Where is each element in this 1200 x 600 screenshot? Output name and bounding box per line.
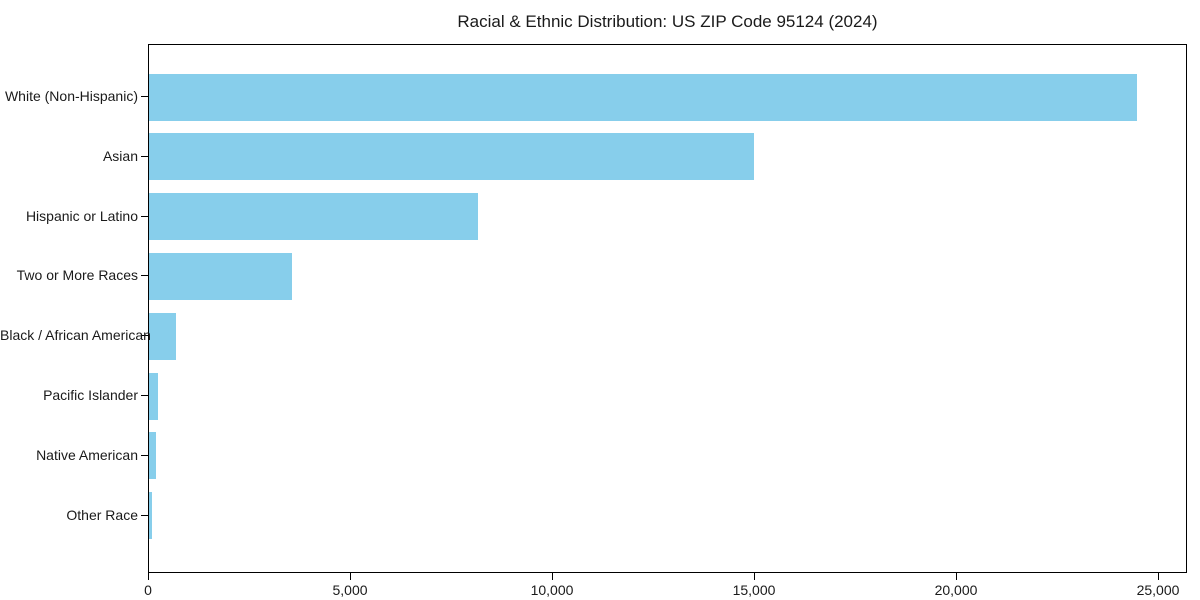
y-tick-mark xyxy=(141,454,148,456)
x-tick-mark xyxy=(148,573,149,580)
y-tick-mark xyxy=(141,335,148,337)
bar-asian xyxy=(149,133,754,181)
bar-white-non-hispanic xyxy=(149,73,1137,121)
x-tick-label-0: 0 xyxy=(144,582,152,598)
y-tick-label-hispanic-or-latino: Hispanic or Latino xyxy=(25,207,138,224)
x-tick-mark xyxy=(956,573,957,580)
x-tick-label-15000: 15,000 xyxy=(732,582,776,598)
y-tick-mark xyxy=(141,514,148,516)
x-tick-label-25000: 25,000 xyxy=(1136,582,1180,598)
y-tick-label-white-non-hispanic: White (Non-Hispanic) xyxy=(4,88,138,104)
bar-native-american xyxy=(149,432,157,480)
x-tick-mark xyxy=(350,573,351,580)
chart-title: Racial & Ethnic Distribution: US ZIP Cod… xyxy=(457,12,878,31)
y-tick-label-asian: Asian xyxy=(102,147,138,164)
x-tick-mark xyxy=(552,573,553,580)
x-tick-mark xyxy=(754,573,755,580)
x-tick-label-5000: 5,000 xyxy=(332,582,368,598)
y-tick-mark xyxy=(141,395,148,396)
x-tick-label-20000: 20,000 xyxy=(934,582,978,598)
plot-area xyxy=(148,44,1187,573)
y-tick-label-native-american: Native American xyxy=(36,446,138,463)
y-tick-label-two-or-more-races: Two or More Races xyxy=(16,267,138,284)
x-tick-mark xyxy=(1158,573,1159,580)
y-tick-mark xyxy=(141,96,148,97)
y-tick-label-black-african-american: Black / African American xyxy=(0,327,151,344)
y-tick-mark xyxy=(141,215,148,217)
y-tick-mark xyxy=(141,275,148,277)
bar-black-african-american xyxy=(149,312,176,360)
y-tick-mark xyxy=(141,155,148,157)
bar-pacific-islander xyxy=(149,372,159,420)
y-tick-label-pacific-islander: Pacific Islander xyxy=(43,387,138,403)
bar-other-race xyxy=(149,492,152,540)
x-tick-label-10000: 10,000 xyxy=(530,582,574,598)
bar-hispanic-or-latino xyxy=(149,193,478,241)
y-tick-label-other-race: Other Race xyxy=(66,506,138,523)
bar-two-or-more-races xyxy=(149,252,293,300)
